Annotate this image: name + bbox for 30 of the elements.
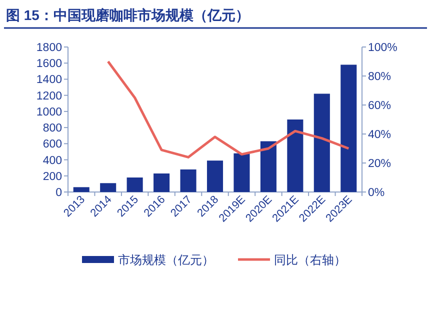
y-tick-label: 1400 xyxy=(36,74,62,86)
y-tick-label: 1200 xyxy=(36,90,62,102)
bar xyxy=(154,173,170,192)
y2-tick-label: 60% xyxy=(368,100,392,112)
bar xyxy=(340,64,357,192)
bar xyxy=(100,183,116,192)
bar xyxy=(180,169,196,192)
y-tick-label: 1000 xyxy=(36,106,62,118)
y-tick-label: 400 xyxy=(42,154,62,167)
y2-tick-label: 80% xyxy=(368,71,392,83)
bar xyxy=(126,178,143,192)
bar xyxy=(234,153,250,192)
chart-title: 图 15：中国现磨咖啡市场规模（亿元） xyxy=(6,7,250,23)
y2-tick-label: 100% xyxy=(368,42,398,54)
y-tick-label: 600 xyxy=(42,138,62,151)
y2-tick-label: 40% xyxy=(368,129,392,141)
y-tick-label: 1800 xyxy=(36,42,62,54)
y-tick-label: 0 xyxy=(56,187,62,199)
bar xyxy=(314,94,330,192)
y-tick-label: 1600 xyxy=(36,58,62,70)
y2-tick-label: 0% xyxy=(368,187,385,199)
bar xyxy=(206,160,224,192)
y2-tick-label: 20% xyxy=(368,158,392,170)
y-tick-label: 800 xyxy=(42,122,62,135)
bar xyxy=(260,141,276,192)
y-tick-label: 200 xyxy=(42,170,62,183)
bar xyxy=(287,120,304,192)
legend-label: 市场规模（亿元） xyxy=(118,253,214,267)
legend-label: 同比（右轴） xyxy=(274,253,346,267)
bar xyxy=(73,187,90,192)
